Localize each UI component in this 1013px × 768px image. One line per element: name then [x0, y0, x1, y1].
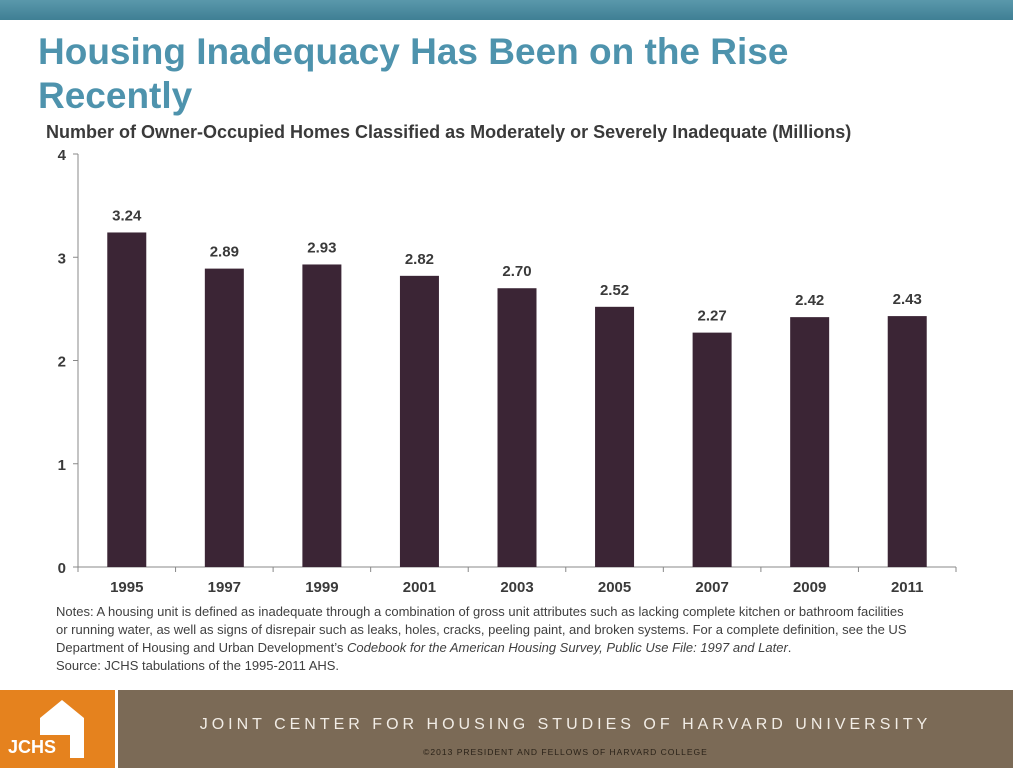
- source-text: Source: JCHS tabulations of the 1995-201…: [56, 658, 340, 673]
- bar-1997: [204, 268, 244, 567]
- x-tick-label: 1995: [110, 579, 143, 596]
- bar-2011: [887, 316, 927, 567]
- jchs-logo: JCHS: [0, 690, 115, 768]
- logo-text: JCHS: [8, 737, 57, 757]
- x-tick-label: 2011: [891, 579, 924, 596]
- notes-citation: Codebook for the American Housing Survey…: [346, 640, 788, 655]
- bar-2005: [595, 306, 635, 567]
- data-label: 2.27: [698, 308, 727, 325]
- organization-name: JOINT CENTER FOR HOUSING STUDIES OF HARV…: [199, 716, 932, 733]
- copyright: ©2013 PRESIDENT AND FELLOWS OF HARVARD C…: [423, 747, 708, 757]
- chart-title: Number of Owner-Occupied Homes Classifie…: [46, 122, 852, 142]
- bar-2009: [790, 317, 830, 567]
- top-bar: [0, 0, 1013, 20]
- bar-2001: [399, 275, 439, 567]
- x-tick-label: 2005: [598, 579, 631, 596]
- bar-2007: [692, 332, 732, 567]
- x-tick-label: 2003: [500, 579, 533, 596]
- y-tick-label: 1: [58, 457, 66, 474]
- data-label: 3.24: [112, 207, 142, 224]
- x-tick-label: 1999: [305, 579, 338, 596]
- chart-notes: Notes: A housing unit is defined as inad…: [56, 603, 916, 675]
- bar-chart: 0 1 2 3 4 3.24 1995 2.89 1997 2.93 1999 2.82 2001 2.…: [58, 147, 957, 596]
- y-tick-label: 4: [58, 147, 67, 164]
- slide-title: Housing Inadequacy Has Been on the Rise …: [38, 31, 789, 116]
- x-tick-label: 2001: [403, 579, 436, 596]
- data-label: 2.43: [893, 291, 922, 308]
- y-tick-label: 0: [58, 560, 66, 577]
- bar-1995: [107, 232, 147, 567]
- data-label: 2.42: [795, 292, 824, 309]
- bar-1999: [302, 264, 342, 567]
- bar-2003: [497, 288, 537, 567]
- y-tick-label: 3: [58, 250, 66, 267]
- data-label: 2.70: [502, 263, 531, 280]
- data-label: 2.89: [210, 244, 239, 261]
- x-tick-label: 2009: [793, 579, 826, 596]
- notes-end: .: [787, 640, 792, 655]
- notes-text: Notes: A housing unit is defined as inad…: [56, 604, 907, 655]
- x-tick-label: 2007: [695, 579, 728, 596]
- x-tick-label: 1997: [208, 579, 241, 596]
- data-label: 2.82: [405, 251, 434, 268]
- y-tick-label: 2: [58, 354, 66, 371]
- house-icon: [40, 700, 84, 758]
- footer-band: JOINT CENTER FOR HOUSING STUDIES OF HARV…: [118, 690, 1013, 768]
- data-label: 2.52: [600, 282, 629, 299]
- data-label: 2.93: [307, 239, 336, 256]
